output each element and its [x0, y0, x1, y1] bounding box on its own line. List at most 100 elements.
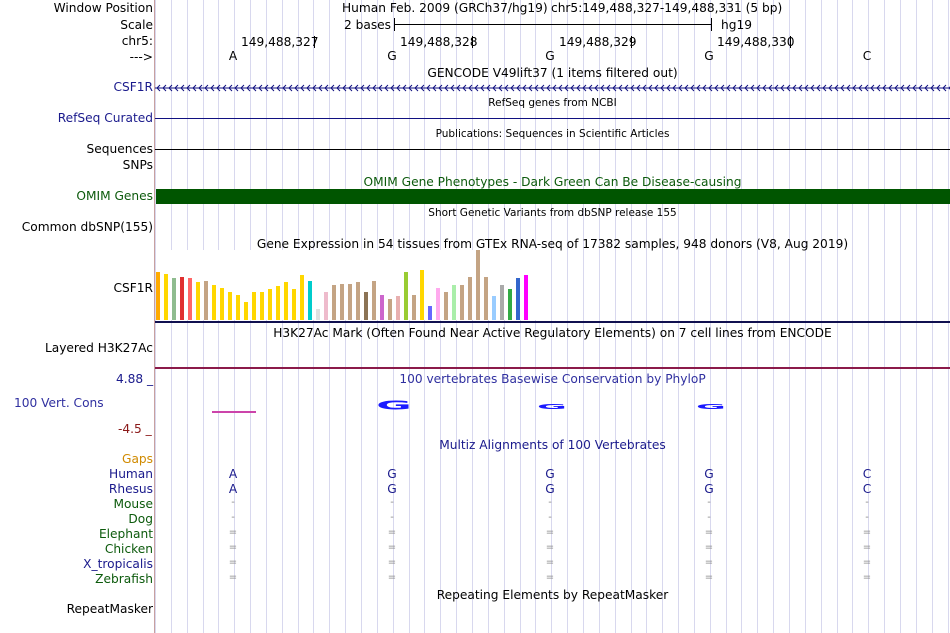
sequences-line[interactable]	[155, 149, 950, 150]
multiz-track-title[interactable]: Multiz Alignments of 100 Vertebrates	[439, 438, 666, 452]
alignment-base: =	[228, 527, 238, 538]
gtex-tissue-bar[interactable]	[420, 270, 424, 320]
gtex-tissue-bar[interactable]	[356, 282, 360, 320]
gtex-tissue-bar[interactable]	[492, 296, 496, 320]
h3k27ac-track-label[interactable]: Layered H3K27Ac	[44, 341, 153, 355]
window-position-label: Window Position	[53, 1, 153, 15]
gtex-tissue-bar[interactable]	[164, 274, 168, 320]
gtex-tissue-bar[interactable]	[180, 277, 184, 320]
gtex-tissue-bar[interactable]	[412, 295, 416, 320]
gtex-tissue-bar[interactable]	[156, 272, 160, 320]
gencode-track-title[interactable]: GENCODE V49lift37 (1 items filtered out)	[427, 66, 678, 80]
omim-track-label[interactable]: OMIM Genes	[76, 189, 153, 203]
gencode-gene-label[interactable]: CSF1R	[113, 80, 153, 94]
gtex-tissue-bar[interactable]	[452, 285, 456, 320]
gtex-tissue-bar[interactable]	[468, 277, 472, 320]
species-label[interactable]: Rhesus	[108, 482, 153, 496]
gtex-tissue-bar[interactable]	[476, 250, 480, 320]
gtex-tissue-bar[interactable]	[500, 285, 504, 320]
species-label[interactable]: Elephant	[98, 527, 153, 541]
gtex-tissue-bar[interactable]	[292, 289, 296, 320]
gtex-tissue-bar[interactable]	[244, 302, 248, 320]
gtex-tissue-bar[interactable]	[396, 296, 400, 320]
gtex-track-label[interactable]: CSF1R	[113, 281, 153, 295]
gtex-tissue-bar[interactable]	[388, 299, 392, 320]
gtex-tissue-bar[interactable]	[484, 277, 488, 320]
gtex-tissue-bar[interactable]	[516, 278, 520, 320]
gtex-tissue-bar[interactable]	[380, 295, 384, 320]
omim-track-title[interactable]: OMIM Gene Phenotypes - Dark Green Can Be…	[363, 175, 742, 189]
sequences-track-label[interactable]: Sequences	[86, 142, 153, 156]
gtex-tissue-bar[interactable]	[460, 285, 464, 320]
alignment-base: -	[390, 512, 394, 523]
gtex-tissue-bar[interactable]	[300, 275, 304, 320]
gtex-tissue-bar[interactable]	[260, 292, 264, 320]
dbsnp-track-title[interactable]: Short Genetic Variants from dbSNP releas…	[428, 207, 677, 219]
grid-line	[868, 0, 869, 633]
refseq-gene-line[interactable]	[155, 118, 950, 119]
species-label[interactable]: Zebrafish	[95, 572, 153, 586]
gtex-tissue-bar[interactable]	[404, 272, 408, 320]
grid-line	[884, 0, 885, 633]
gtex-tissue-bar[interactable]	[220, 288, 224, 320]
species-label[interactable]: Mouse	[113, 497, 153, 511]
gtex-tissue-bar[interactable]	[444, 292, 448, 320]
gtex-tissue-bar[interactable]	[204, 281, 208, 320]
gtex-tissue-bar[interactable]	[276, 286, 280, 320]
publications-track-title[interactable]: Publications: Sequences in Scientific Ar…	[435, 128, 670, 140]
gtex-tissue-bar[interactable]	[252, 292, 256, 320]
gtex-tissue-bar[interactable]	[308, 281, 312, 320]
gtex-tissue-bar[interactable]	[348, 284, 352, 320]
species-label[interactable]: X_tropicalis	[83, 557, 153, 571]
species-label[interactable]: Chicken	[104, 542, 153, 556]
grid-line	[710, 0, 711, 633]
gtex-tissue-bar[interactable]	[236, 295, 240, 320]
alignment-base: =	[545, 527, 555, 538]
alignment-base: G	[545, 482, 555, 496]
gtex-tissue-bar[interactable]	[364, 292, 368, 320]
dbsnp-track-label[interactable]: Common dbSNP(155)	[21, 220, 153, 234]
grid-line	[694, 0, 695, 633]
gtex-tissue-bar[interactable]	[428, 306, 432, 320]
omim-gene-feature[interactable]	[156, 189, 950, 204]
gtex-tissue-bar[interactable]	[188, 278, 192, 320]
grid-line	[599, 0, 600, 633]
refseq-track-title[interactable]: RefSeq genes from NCBI	[488, 97, 617, 109]
gtex-tissue-bar[interactable]	[324, 292, 328, 320]
gtex-tissue-bar[interactable]	[268, 289, 272, 320]
gtex-tissue-bar[interactable]	[212, 285, 216, 320]
alignment-base: =	[862, 557, 872, 568]
cons-bar-a	[212, 411, 256, 413]
alignment-base: =	[228, 542, 238, 553]
repeat-track-label[interactable]: RepeatMasker	[66, 602, 153, 616]
cons-track-title[interactable]: 100 vertebrates Basewise Conservation by…	[399, 372, 706, 386]
gtex-tissue-bar[interactable]	[372, 281, 376, 320]
gtex-track-title[interactable]: Gene Expression in 54 tissues from GTEx …	[256, 237, 849, 251]
gtex-tissue-bar[interactable]	[228, 292, 232, 320]
gtex-tissue-bar[interactable]	[332, 285, 336, 320]
gencode-gene-feature[interactable]	[155, 82, 950, 94]
h3k27ac-signal[interactable]	[155, 367, 950, 369]
gtex-tissue-bar[interactable]	[508, 289, 512, 320]
grid-line	[615, 0, 616, 633]
gtex-tissue-bar[interactable]	[316, 309, 320, 320]
gtex-tissue-bar[interactable]	[340, 284, 344, 320]
h3k27ac-track-title[interactable]: H3K27Ac Mark (Often Found Near Active Re…	[273, 326, 832, 340]
cons-track-label[interactable]: 100 Vert. Cons	[14, 396, 104, 410]
assembly-name: Human Feb. 2009 (GRCh37/hg19)	[342, 1, 548, 15]
scale-assembly: hg19	[721, 18, 752, 32]
gtex-tissue-bar[interactable]	[524, 275, 528, 320]
gtex-tissue-bar[interactable]	[436, 288, 440, 320]
species-label[interactable]: Human	[109, 467, 153, 481]
gaps-label: Gaps	[122, 452, 153, 466]
grid-line	[741, 0, 742, 633]
gtex-expression-chart[interactable]	[156, 250, 536, 320]
gtex-tissue-bar[interactable]	[196, 282, 200, 320]
snps-track-label[interactable]: SNPs	[122, 158, 153, 172]
gtex-tissue-bar[interactable]	[284, 282, 288, 320]
repeat-track-title[interactable]: Repeating Elements by RepeatMasker	[436, 588, 669, 602]
gtex-tissue-bar[interactable]	[172, 278, 176, 320]
alignment-base: =	[387, 557, 397, 568]
refseq-track-label[interactable]: RefSeq Curated	[57, 111, 153, 125]
species-label[interactable]: Dog	[128, 512, 153, 526]
